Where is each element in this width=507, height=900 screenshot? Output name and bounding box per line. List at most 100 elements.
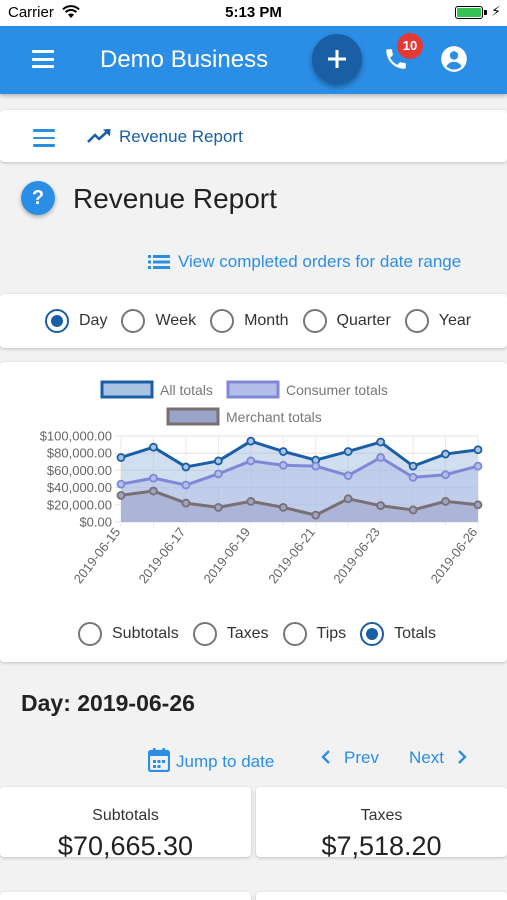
breadcrumb-revenue-report[interactable]: Revenue Report [119,127,243,146]
chevron-right-icon [458,750,467,764]
radio-unselected-icon [302,309,327,333]
period-month-label: Month [244,312,289,329]
data-point [246,496,256,506]
wifi-icon [62,5,80,18]
jump-to-date-button[interactable]: Jump to date [147,748,275,773]
status-time: 5:13 PM [225,4,282,21]
phone-icon[interactable] [383,46,409,72]
legend-label: All totals [160,382,213,398]
period-week-label: Week [155,312,197,329]
metric-subtotals-radio[interactable]: Subtotals [78,622,179,646]
data-point [116,479,126,489]
chevron-left-icon [321,750,330,764]
status-bar: Carrier 5:13 PM ⚡ [0,0,507,26]
data-point [376,437,386,447]
data-point [116,453,126,462]
metric-totals-label: Totals [394,625,436,642]
x-tick-label: 2019-06-17 [136,525,189,587]
period-quarter-radio[interactable]: Quarter [302,309,391,333]
data-point [376,453,386,462]
radio-unselected-icon [210,309,235,333]
data-point [246,456,256,466]
series-line [120,456,479,487]
x-tick-label: 2019-06-21 [265,525,318,587]
radio-unselected-icon [404,309,429,333]
data-point [213,502,223,512]
data-point [343,471,353,480]
battery-tip [484,10,487,15]
next-stat-card [256,892,507,900]
plus-icon [328,50,346,68]
metric-totals-radio[interactable]: Totals [360,622,436,646]
y-tick-label: $100,000.00 [40,429,112,444]
next-stat-card [0,892,251,900]
data-point [278,460,288,470]
legend-swatch [166,407,220,426]
view-completed-orders-link[interactable]: View completed orders for date range [148,252,461,272]
y-tick-label: $40,000.00 [47,480,112,495]
data-point [376,501,386,511]
breadcrumb-menu-icon[interactable] [33,129,55,147]
subtotals-stat-card: Subtotals $70,665.30 [0,787,251,861]
radio-unselected-icon [78,622,102,646]
y-tick-label: $80,000.00 [47,446,112,461]
radio-selected-icon [45,309,69,333]
period-day-label: Day [79,312,108,329]
data-point [278,502,288,512]
account-icon[interactable] [440,45,468,73]
data-point [149,486,158,496]
next-button[interactable]: Next [409,748,468,768]
metric-taxes-radio[interactable]: Taxes [192,622,269,646]
data-point [408,461,418,471]
period-selector: Day Week Month Quarter Year [0,294,507,348]
period-month-radio[interactable]: Month [210,309,289,333]
data-point [441,470,450,480]
list-icon [148,255,170,269]
radio-unselected-icon [121,309,146,333]
period-year-radio[interactable]: Year [404,309,472,333]
radio-selected-icon [360,622,385,646]
view-completed-orders-label: View completed orders for date range [178,252,462,271]
data-point [343,447,353,456]
metric-tips-label: Tips [316,625,347,642]
metric-tips-radio[interactable]: Tips [282,622,347,646]
app-bar: Demo Business 10 [0,26,507,94]
series-line [120,439,479,469]
y-tick-label: $20,000.00 [47,497,112,512]
page-title: Revenue Report [73,183,277,214]
series-line [120,489,479,517]
data-point [441,496,450,506]
radio-unselected-icon [282,622,307,646]
data-point [213,456,223,466]
radio-unselected-icon [192,622,217,646]
data-point [149,473,158,483]
data-point [441,449,450,459]
prev-button[interactable]: Prev [320,748,379,768]
y-tick-label: $0.00 [79,515,112,530]
period-year-label: Year [438,312,472,329]
period-week-radio[interactable]: Week [121,309,196,333]
x-tick-label: 2019-06-23 [330,525,383,587]
taxes-stat-card: Taxes $7,518.20 [256,787,507,861]
series-area [121,491,478,522]
app-title: Demo Business [100,46,269,73]
day-date: 2019-06-26 [77,690,195,716]
menu-icon[interactable] [32,50,54,68]
day-label: Day: [21,690,71,716]
next-label: Next [409,748,444,767]
period-day-radio[interactable]: Day [45,309,107,333]
data-point [473,461,483,471]
notification-badge[interactable]: 10 [397,33,423,59]
help-button[interactable]: ? [21,181,55,215]
x-tick-label: 2019-06-19 [200,525,253,587]
battery-icon [455,6,483,19]
jump-to-date-label: Jump to date [176,752,275,771]
subtotals-stat-value: $70,665.30 [57,831,194,861]
taxes-stat-value: $7,518.20 [321,831,442,861]
data-point [181,480,191,490]
x-tick-label: 2019-06-26 [428,525,481,587]
trending-up-icon [87,129,111,143]
period-quarter-label: Quarter [336,312,391,329]
add-button[interactable] [312,34,362,84]
prev-label: Prev [344,748,379,767]
